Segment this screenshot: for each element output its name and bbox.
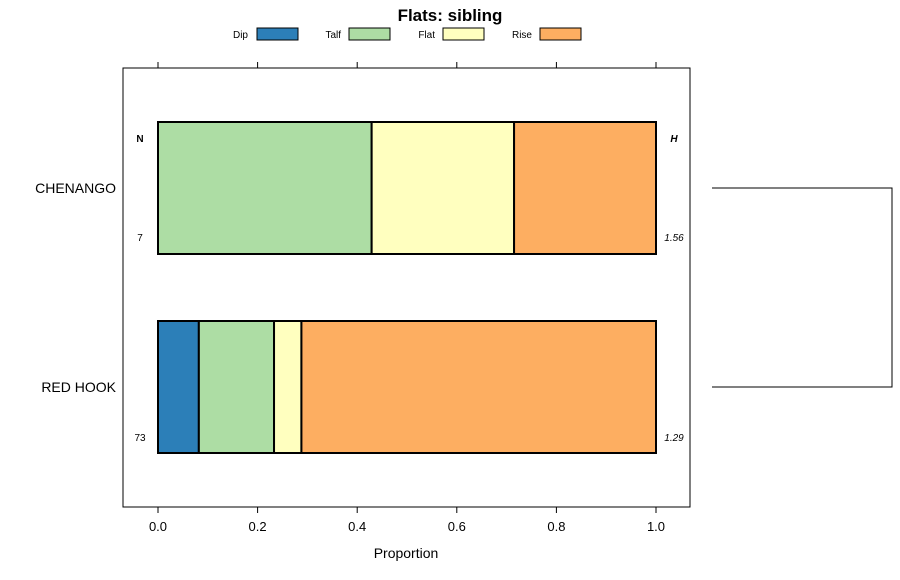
category-label: CHENANGO <box>35 180 116 196</box>
left-column-value: 7 <box>137 233 143 244</box>
x-tick-label: 0.0 <box>149 519 167 534</box>
x-tick-label: 0.8 <box>547 519 565 534</box>
legend: Dip Talf Flat Rise <box>233 27 582 41</box>
x-tick-label: 0.2 <box>249 519 267 534</box>
x-axis-label: Proportion <box>374 545 439 561</box>
left-column-header: N <box>136 134 143 145</box>
legend-swatch <box>539 27 582 41</box>
right-column-value: 1.29 <box>664 433 684 444</box>
bar-segment-talf <box>157 121 373 255</box>
dendrogram-link <box>712 187 893 388</box>
x-tick-label: 0.4 <box>348 519 366 534</box>
left-column-value: 73 <box>134 433 146 444</box>
legend-swatch <box>348 27 391 41</box>
chart-title: Flats: sibling <box>398 6 503 25</box>
x-tick-label: 1.0 <box>647 519 665 534</box>
legend-swatch <box>442 27 485 41</box>
plot-frame <box>122 67 691 508</box>
bar-segment-flat <box>370 121 516 255</box>
right-column-header: H <box>670 134 678 145</box>
bar-segment-talf <box>197 320 276 454</box>
bars: CHENANGO RED HOOK <box>35 121 657 454</box>
x-axis: 0.0 0.2 0.4 0.6 0.8 1.0 <box>149 62 665 534</box>
bar-segment-dip <box>157 320 200 454</box>
legend-label: Talf <box>325 30 341 41</box>
dendrogram <box>712 187 893 388</box>
x-tick-label: 0.6 <box>448 519 466 534</box>
legend-swatch <box>256 27 299 41</box>
bar-segment-flat <box>273 320 303 454</box>
legend-label: Flat <box>418 30 435 41</box>
legend-label: Rise <box>512 30 532 41</box>
category-label: RED HOOK <box>41 379 116 395</box>
bar-segment-rise <box>300 320 657 454</box>
right-column-value: 1.56 <box>664 233 684 244</box>
side-columns: N H 7 73 1.56 1.29 <box>134 134 684 444</box>
legend-label: Dip <box>233 30 248 41</box>
bar-segment-rise <box>513 121 657 255</box>
